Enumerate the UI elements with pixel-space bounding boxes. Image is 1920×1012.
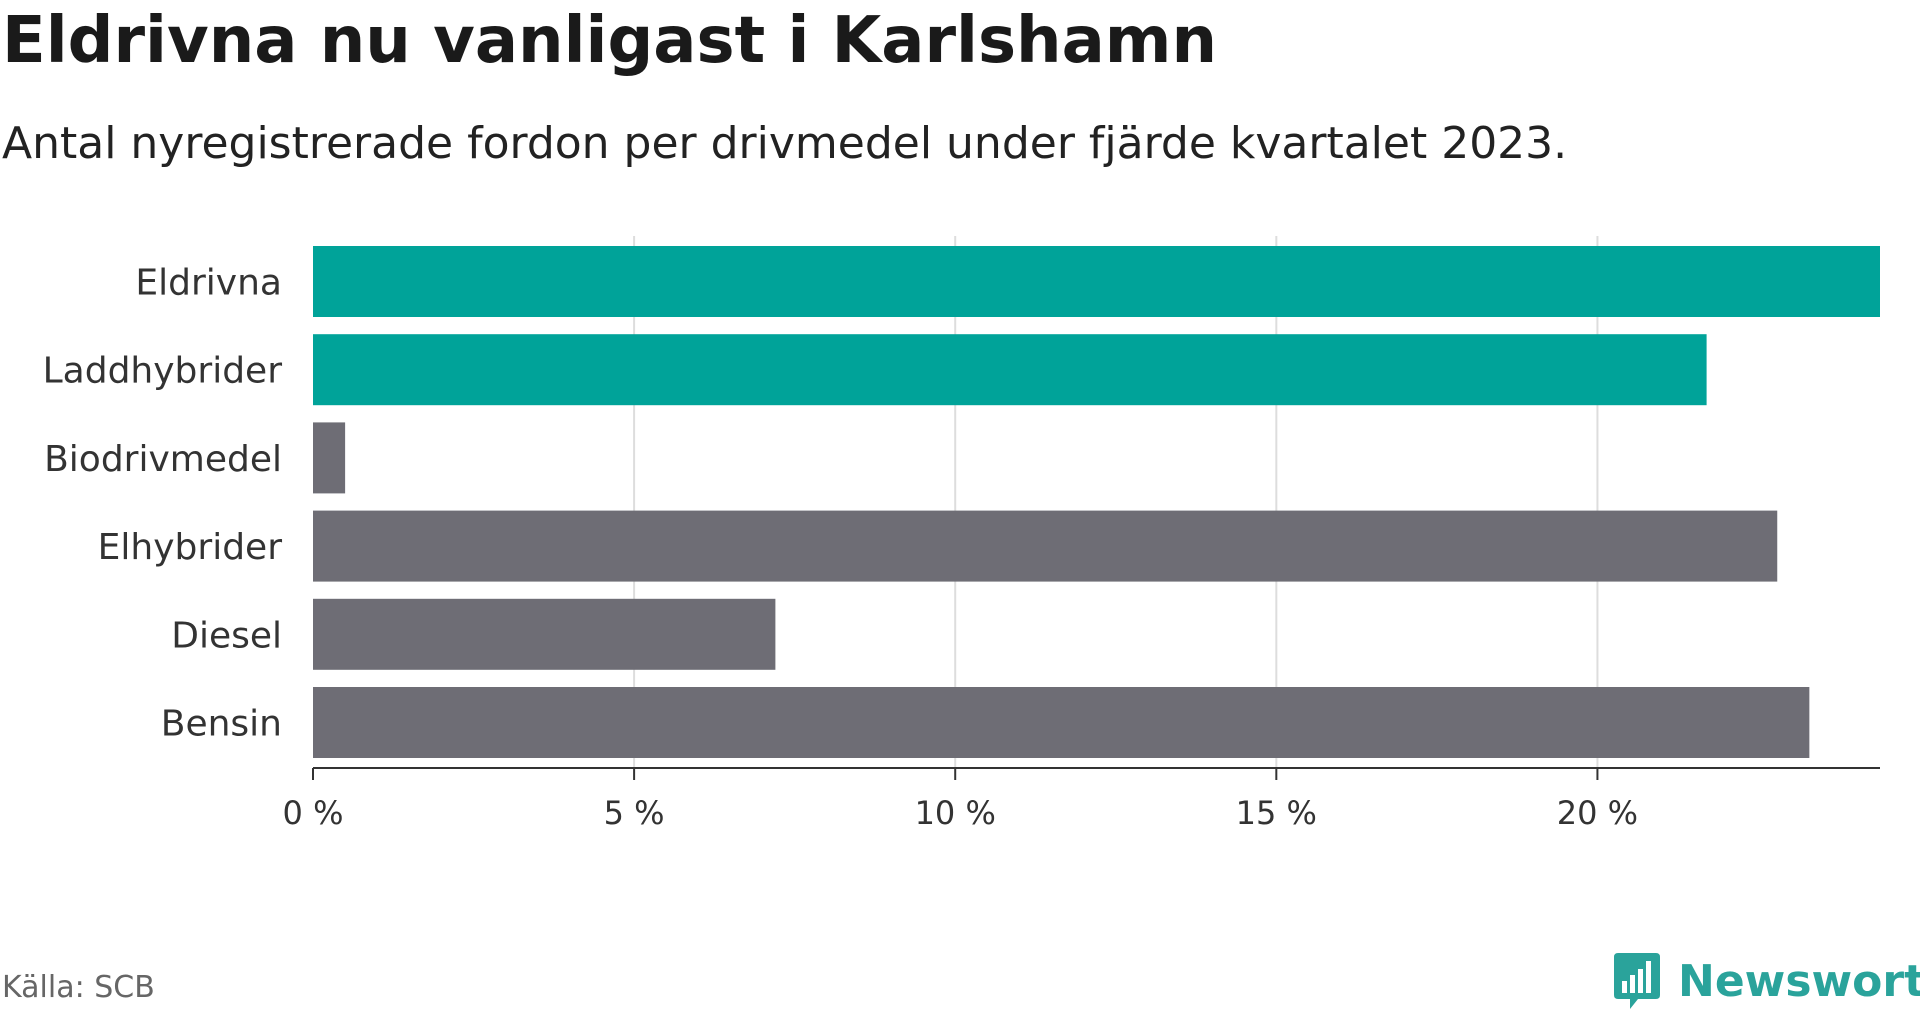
bar-eldrivna — [313, 246, 1880, 317]
bar-diesel — [313, 598, 776, 670]
bar-laddhybrider — [313, 334, 1707, 406]
source-note: Källa: SCB — [2, 970, 155, 1005]
brand-name: Newsworthy — [1678, 955, 1920, 1007]
category-label: Bensin — [161, 704, 282, 745]
bar-elhybrider — [313, 510, 1778, 582]
newsworthy-logo-icon — [1614, 953, 1660, 1009]
bar-biodrivmedel — [313, 422, 346, 494]
chart-subtitle: Antal nyregistrerade fordon per drivmede… — [2, 118, 1568, 169]
category-label: Elhybrider — [98, 527, 283, 568]
brand-logo: Newsworthy — [1612, 950, 1920, 1012]
chart-title: Eldrivna nu vanligast i Karlshamn — [2, 4, 1218, 78]
x-tick-label: 5 % — [604, 794, 665, 832]
category-label: Diesel — [171, 615, 282, 656]
x-tick-label: 15 % — [1236, 794, 1317, 832]
category-label: Eldrivna — [135, 263, 282, 304]
category-label: Laddhybrider — [43, 351, 283, 392]
category-label: Biodrivmedel — [44, 439, 282, 480]
x-tick-label: 0 % — [283, 794, 344, 832]
x-tick-label: 10 % — [915, 794, 996, 832]
x-tick-label: 20 % — [1557, 794, 1638, 832]
bar-bensin — [313, 687, 1810, 758]
